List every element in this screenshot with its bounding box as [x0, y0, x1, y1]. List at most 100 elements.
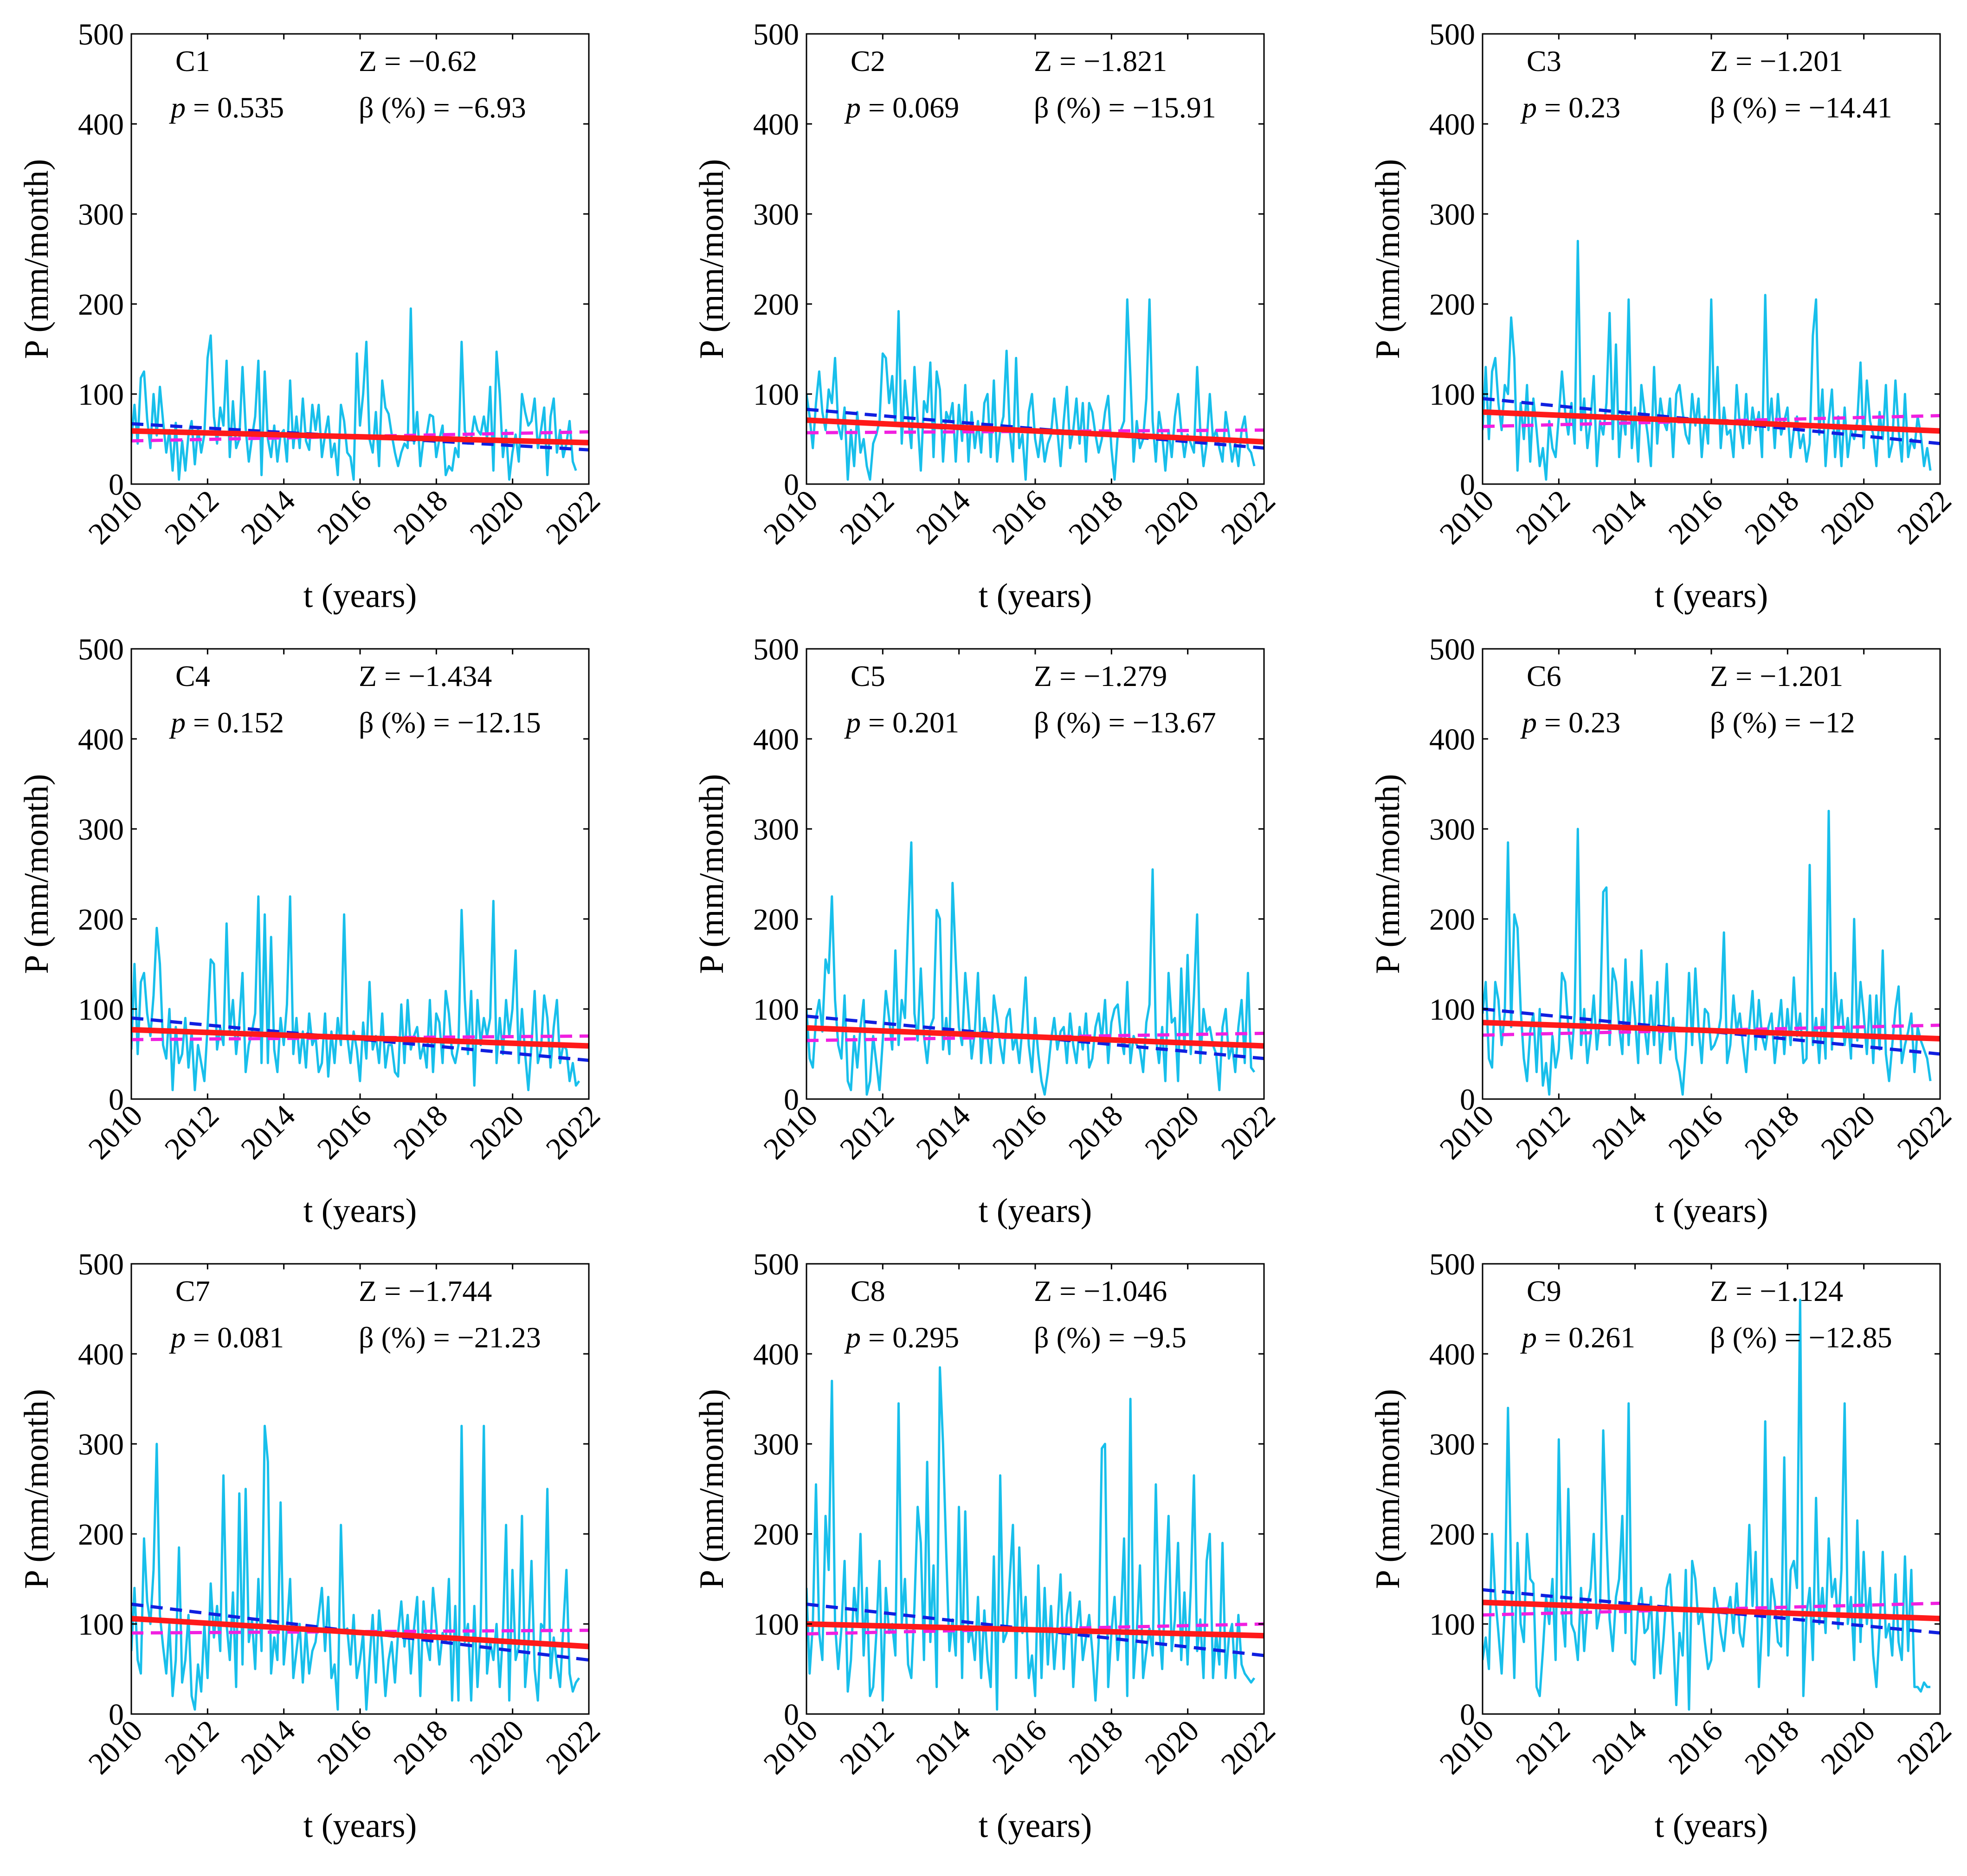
- x-tick-label: 2020: [463, 484, 530, 551]
- x-tick-label: 2010: [1433, 1714, 1501, 1781]
- x-tick-label: 2022: [1891, 484, 1958, 551]
- y-tick-label: 200: [753, 903, 799, 937]
- y-axis-label: P (mm/month): [1369, 774, 1407, 974]
- y-tick-label: 0: [1460, 468, 1475, 502]
- x-tick-label: 2012: [1509, 484, 1577, 551]
- x-tick-label: 2010: [757, 484, 825, 551]
- y-tick-label: 300: [78, 1428, 124, 1462]
- y-tick-label: 300: [753, 198, 799, 232]
- z-statistic: Z = −1.434: [359, 660, 492, 692]
- observed-precipitation-line: [806, 298, 1256, 481]
- y-tick-label: 0: [1460, 1698, 1475, 1732]
- y-tick-label: 400: [753, 723, 799, 757]
- y-tick-label: 500: [78, 633, 124, 666]
- x-tick-label: 2020: [1814, 484, 1882, 551]
- x-tick-label: 2020: [463, 1099, 530, 1166]
- y-tick-label: 400: [78, 108, 124, 142]
- x-tick-label: 2010: [82, 1099, 149, 1166]
- beta-percent: β (%) = −6.93: [359, 91, 526, 124]
- x-tick-label: 2022: [540, 1099, 607, 1166]
- x-tick-label: 2020: [1138, 1099, 1206, 1166]
- y-tick-label: 200: [753, 1518, 799, 1552]
- p-value: p = 0.069: [844, 91, 959, 124]
- x-tick-label: 2022: [1215, 1714, 1282, 1781]
- linear-fit-line: [806, 417, 1264, 445]
- x-tick-label: 2010: [82, 484, 149, 551]
- y-tick-label: 200: [753, 288, 799, 322]
- x-tick-label: 2018: [1062, 1714, 1129, 1781]
- x-tick-label: 2016: [311, 1714, 378, 1781]
- x-tick-label: 2016: [1662, 1714, 1729, 1781]
- p-value: p = 0.261: [1520, 1321, 1635, 1354]
- p-value: p = 0.295: [844, 1321, 959, 1354]
- panel-label: C4: [175, 660, 210, 692]
- y-tick-label: 0: [784, 468, 799, 502]
- x-tick-label: 2016: [1662, 1099, 1729, 1166]
- z-statistic: Z = −1.821: [1034, 45, 1167, 78]
- x-tick-label: 2010: [757, 1714, 825, 1781]
- y-tick-label: 200: [1429, 1518, 1475, 1552]
- x-tick-label: 2018: [1738, 1714, 1806, 1781]
- x-tick-label: 2020: [1138, 484, 1206, 551]
- x-tick-label: 2010: [82, 1714, 149, 1781]
- plot-lines: [131, 307, 589, 481]
- z-statistic: Z = −1.279: [1034, 660, 1167, 692]
- observed-precipitation-line: [131, 1424, 580, 1711]
- y-tick-label: 500: [753, 1248, 799, 1281]
- y-tick-label: 0: [109, 1698, 124, 1732]
- y-tick-label: 0: [784, 1083, 799, 1117]
- x-tick-label: 2018: [1062, 484, 1129, 551]
- y-tick-label: 300: [78, 198, 124, 232]
- panel-label: C1: [175, 45, 210, 78]
- x-tick-label: 2020: [1814, 1099, 1882, 1166]
- plot-lines: [131, 1424, 589, 1711]
- y-tick-label: 100: [1429, 378, 1475, 412]
- y-tick-label: 500: [1429, 633, 1475, 666]
- mean-line: [806, 1031, 1264, 1042]
- x-tick-label: 2014: [234, 484, 302, 551]
- y-tick-label: 200: [78, 288, 124, 322]
- mean-line: [1483, 1023, 1940, 1037]
- x-tick-label: 2020: [1814, 1714, 1882, 1781]
- x-tick-label: 2012: [158, 484, 226, 551]
- z-statistic: Z = −1.046: [1034, 1274, 1167, 1307]
- x-tick-label: 2022: [540, 1714, 607, 1781]
- observed-precipitation-line: [131, 307, 577, 481]
- panel-c4: 0 100 200 300 400 500 2010 2012 2014 2016 2018 2020…: [18, 633, 607, 1230]
- y-tick-label: 400: [1429, 1338, 1475, 1371]
- x-axis-label: t (years): [979, 1807, 1092, 1845]
- z-statistic: Z = −0.62: [359, 45, 477, 78]
- y-tick-label: 100: [78, 378, 124, 412]
- x-tick-label: 2014: [234, 1714, 302, 1781]
- x-axis-label: t (years): [979, 577, 1092, 615]
- y-tick-label: 300: [1429, 198, 1475, 232]
- x-tick-label: 2016: [986, 484, 1053, 551]
- y-tick-label: 0: [109, 468, 124, 502]
- x-tick-label: 2010: [757, 1099, 825, 1166]
- y-tick-label: 500: [78, 1248, 124, 1281]
- x-tick-label: 2022: [1215, 484, 1282, 551]
- p-value: p = 0.23: [1520, 706, 1620, 739]
- x-tick-label: 2010: [1433, 484, 1501, 551]
- y-tick-label: 200: [78, 903, 124, 937]
- x-axis-label: t (years): [1655, 1192, 1768, 1230]
- linear-fit-line: [806, 1621, 1264, 1639]
- z-statistic: Z = −1.201: [1710, 45, 1843, 78]
- plot-area: [131, 1264, 589, 1714]
- plot-lines: [1483, 239, 1940, 481]
- y-tick-label: 300: [1429, 1428, 1475, 1462]
- y-tick-label: 400: [753, 1338, 799, 1371]
- x-tick-label: 2018: [1738, 1099, 1806, 1166]
- p-value: p = 0.152: [169, 706, 284, 739]
- x-axis-label: t (years): [1655, 1807, 1768, 1845]
- linear-fit-line: [131, 1027, 589, 1049]
- panel-label: C7: [175, 1274, 210, 1307]
- plot-lines: [1483, 809, 1940, 1096]
- plot-lines: [806, 298, 1264, 481]
- x-tick-label: 2010: [1433, 1099, 1501, 1166]
- observed-precipitation-line: [1483, 1299, 1931, 1711]
- x-axis-label: t (years): [303, 1192, 417, 1230]
- y-tick-label: 300: [1429, 813, 1475, 847]
- p-value: p = 0.081: [169, 1321, 284, 1354]
- x-tick-label: 2014: [909, 484, 977, 551]
